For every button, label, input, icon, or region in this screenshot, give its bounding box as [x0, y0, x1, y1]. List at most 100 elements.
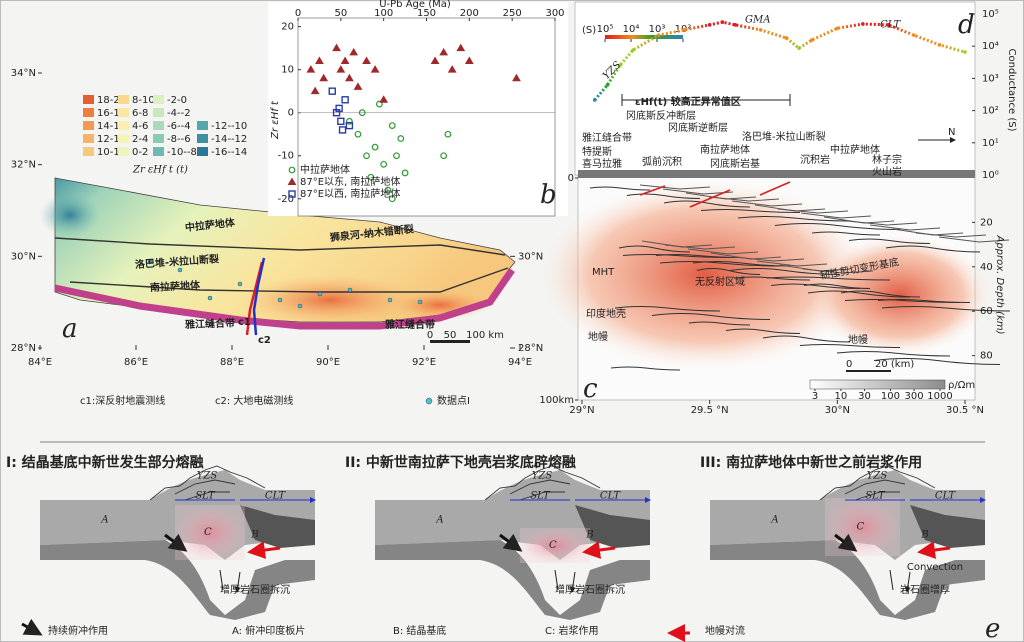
legend-label: 持续俯冲作用	[48, 624, 108, 637]
legend-swatch	[153, 108, 164, 117]
y-tick-label: 60	[980, 306, 993, 317]
y-tick-label: 20	[980, 217, 993, 228]
lon-tick-label: 84°E	[28, 357, 52, 368]
reflector	[877, 299, 971, 303]
legend-label: 8-10	[132, 95, 155, 106]
reflector	[869, 224, 941, 231]
colorbar-label: 30	[858, 391, 871, 402]
legend-swatch	[197, 121, 208, 130]
legend-swatch	[153, 95, 164, 104]
section-label: CLT	[600, 491, 621, 502]
point	[340, 56, 350, 65]
section-label: 弧前沉积	[642, 155, 682, 168]
lon-tick-label: 86°E	[124, 357, 148, 368]
x-tick-label: 200	[460, 8, 479, 19]
lat-tick-label: 34°N	[11, 68, 36, 79]
reflector	[807, 290, 911, 298]
reflector	[725, 328, 801, 334]
legend-swatch	[153, 121, 164, 130]
legend-label: A: 俯冲印度板片	[232, 624, 305, 637]
lat-tick-label: 30°N	[518, 251, 543, 262]
legend-title: Zr εHf t (t)	[132, 165, 188, 176]
legend-swatch	[83, 108, 94, 117]
colorbar	[605, 35, 683, 39]
sample-point	[347, 287, 353, 293]
subduction-arrow	[834, 533, 858, 552]
mountains	[149, 465, 266, 501]
lon-tick-label: 92°E	[412, 357, 436, 368]
map-label: 雅江缝合带	[185, 316, 235, 331]
point	[354, 130, 362, 138]
y-tick-label: 10¹	[982, 138, 999, 149]
legend-label: -2-0	[167, 95, 187, 106]
y-tick-label: 80	[980, 351, 993, 362]
point	[306, 65, 316, 73]
point	[375, 100, 383, 108]
reflector	[836, 351, 951, 357]
convection-arrow	[917, 541, 951, 559]
legend-label: -14--12	[211, 134, 247, 145]
conductance-point	[682, 28, 686, 32]
reflector	[700, 209, 801, 213]
point	[447, 65, 457, 73]
conductance-point	[810, 38, 814, 42]
conductance-point	[605, 83, 610, 87]
panel-label: c	[583, 374, 598, 404]
reflector	[846, 220, 918, 226]
legend-label: 16-18	[97, 108, 126, 119]
point	[456, 43, 466, 52]
reflector	[614, 306, 721, 312]
panel-label: e	[985, 614, 1000, 642]
colorbar-label: 10⁴	[623, 24, 640, 35]
sample-point	[147, 259, 153, 265]
legend-swatch	[118, 121, 129, 130]
x-tick-label: 100	[374, 8, 393, 19]
y-tick-label: 10³	[982, 73, 999, 84]
x-tick-label: 29.5 °N	[691, 405, 729, 416]
legend-swatch	[153, 147, 164, 156]
legend-label: 4-6	[132, 121, 148, 132]
section-label: 雅江缝合带	[582, 131, 632, 144]
colorbar-label: 1000	[927, 391, 952, 402]
fault	[54, 237, 506, 256]
convection-arrow	[247, 541, 281, 559]
section-label: SLT	[530, 491, 551, 502]
legend-label: 0-2	[132, 147, 148, 158]
legend-label: -6--4	[167, 121, 191, 132]
point	[363, 152, 370, 160]
y-tick-label: 40	[980, 262, 993, 273]
legend-swatch	[83, 95, 94, 104]
point	[346, 117, 353, 125]
conductance-point	[720, 20, 725, 24]
y-tick-label: 10⁵	[982, 9, 999, 20]
fault-trace	[639, 181, 791, 208]
point	[353, 82, 363, 90]
conductance-point	[835, 26, 840, 31]
lon-tick-label: 88°E	[220, 357, 244, 368]
legend-swatch	[153, 134, 164, 143]
footnote: c2: 大地电磁测线	[215, 394, 293, 407]
reflector	[915, 232, 987, 238]
lat-tick-label: 30°N	[11, 251, 36, 262]
legend-label: 地幔对流	[705, 624, 745, 637]
reflector	[800, 212, 872, 219]
crystalline-basement	[575, 505, 650, 548]
magma	[825, 498, 900, 556]
point	[388, 122, 396, 130]
conductance-point	[656, 33, 661, 37]
point	[371, 143, 379, 151]
point	[338, 126, 347, 134]
reflector	[802, 268, 874, 274]
conductance-point	[758, 28, 763, 32]
reflector	[756, 260, 828, 267]
legend-label: 2-4	[132, 134, 148, 145]
point	[393, 152, 400, 160]
section-label: 林子宗	[872, 153, 902, 166]
section-label: 印度地壳	[586, 307, 626, 320]
legend-label: 中拉萨地体	[300, 163, 350, 176]
lon-tick-label: 94°E	[508, 357, 532, 368]
point	[332, 43, 341, 52]
reflector	[651, 313, 771, 320]
y-tick-label: -20	[278, 194, 294, 205]
section-label: 中拉萨地体	[830, 143, 880, 156]
